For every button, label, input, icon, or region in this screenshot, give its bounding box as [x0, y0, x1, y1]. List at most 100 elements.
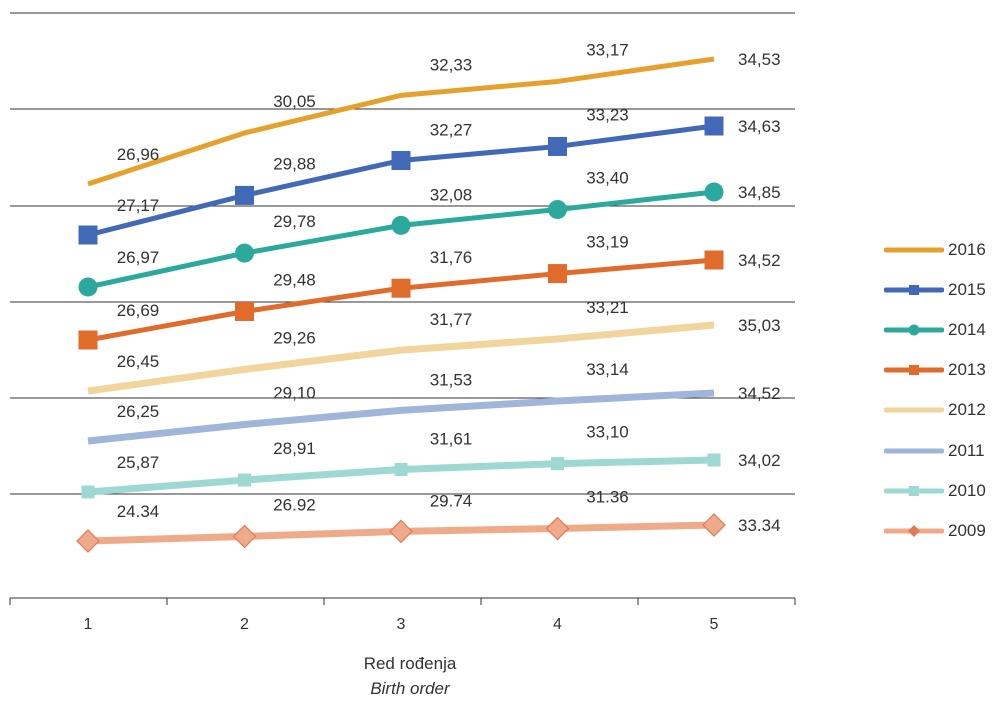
- legend-label: 2011: [948, 440, 985, 460]
- x-axis: 1 2 3 4 5: [9, 597, 796, 633]
- data-label: 32,27: [430, 120, 473, 139]
- legend-item-2014: 2014: [884, 310, 986, 350]
- data-point: [235, 243, 254, 263]
- data-point: [704, 116, 724, 136]
- data-point: [545, 516, 570, 541]
- data-label: 33,40: [586, 168, 629, 187]
- legend-item-2011: 2011: [884, 430, 986, 470]
- data-label: 31,76: [430, 248, 473, 267]
- data-point: [81, 485, 95, 499]
- series-2014: 26,97 29,78 32,08 33,40 34,85: [78, 168, 781, 297]
- data-label: 26,97: [117, 248, 160, 267]
- legend-swatch: [884, 524, 944, 537]
- legend-item-2010: 2010: [884, 471, 986, 511]
- legend-item-2012: 2012: [884, 390, 986, 430]
- data-point: [704, 250, 724, 270]
- data-point: [391, 278, 411, 298]
- data-label: 26.92: [273, 495, 316, 514]
- data-point: [78, 277, 98, 297]
- data-label: 31,61: [430, 429, 473, 448]
- data-label: 32,08: [430, 185, 473, 204]
- data-label: 26,25: [117, 402, 160, 421]
- data-label: 34,52: [738, 384, 781, 403]
- data-label: 31,53: [430, 370, 473, 389]
- data-label: 31,77: [430, 310, 473, 329]
- series-group: 26,96 30,05 32,33 33,17 34,53 27,17 29,88 32,27…: [76, 40, 781, 553]
- legend-label: 2012: [948, 400, 986, 420]
- data-point: [232, 524, 257, 549]
- legend-swatch: [884, 407, 944, 413]
- x-tick-label: 1: [84, 616, 93, 633]
- data-point: [235, 185, 254, 205]
- data-label: 29,10: [273, 383, 316, 402]
- data-label: 33,23: [586, 105, 629, 124]
- data-label: 27,17: [117, 196, 160, 215]
- data-point: [391, 150, 411, 170]
- legend-swatch: [884, 247, 944, 253]
- series-2010: 25,87 28,91 31,61 33,10 34,02: [81, 423, 781, 499]
- series-2009: 24.34 26.92 29.74 31.36 33.34: [76, 488, 781, 553]
- data-point: [548, 136, 567, 156]
- data-point: [235, 301, 254, 321]
- series-2015: 27,17 29,88 32,27 33,23 34,63: [78, 105, 781, 245]
- data-label: 24.34: [117, 502, 160, 521]
- legend-swatch: [884, 485, 944, 496]
- data-point: [391, 215, 411, 235]
- data-label: 26,96: [117, 145, 160, 164]
- data-label: 25,87: [117, 453, 160, 472]
- series-2013: 26,69 29,48 31,76 33,19 34,52: [78, 233, 781, 350]
- data-label: 33,10: [586, 423, 629, 442]
- x-axis-title-english: Birth order: [370, 679, 450, 698]
- legend-label: 2016: [948, 240, 986, 260]
- legend-swatch: [884, 365, 944, 376]
- data-point: [551, 457, 564, 471]
- data-point: [707, 453, 721, 467]
- legend-item-2009: 2009: [884, 511, 986, 551]
- series-2016: 26,96 30,05 32,33 33,17 34,53: [87, 40, 781, 187]
- data-label: 34,85: [738, 183, 781, 202]
- x-tick-label: 2: [240, 616, 249, 633]
- data-label: 34,63: [738, 117, 781, 136]
- data-label: 33,14: [586, 360, 629, 379]
- data-label: 29,48: [273, 270, 316, 289]
- data-label: 28,91: [273, 439, 316, 458]
- x-tick-label: 4: [553, 616, 562, 633]
- data-label: 30,05: [273, 92, 316, 111]
- series-line-2012: [87, 321, 715, 395]
- series-2012: 26,45 29,26 31,77 33,21 35,03: [87, 298, 781, 395]
- data-label: 29,88: [273, 154, 316, 173]
- gridlines: [10, 12, 795, 495]
- x-tick-label: 5: [710, 616, 719, 633]
- series-line-2011: [87, 389, 715, 445]
- data-label: 35,03: [738, 316, 781, 335]
- data-point: [76, 529, 100, 553]
- data-label: 26,69: [117, 301, 160, 320]
- data-label: 29.74: [430, 491, 473, 510]
- data-point: [548, 199, 567, 219]
- legend-swatch: [884, 324, 944, 336]
- data-label: 29,78: [273, 212, 316, 231]
- data-label: 34,02: [738, 451, 781, 470]
- data-point: [548, 264, 567, 284]
- legend: 2016 2015 2014 2013 2012 2011 2010 2009: [884, 230, 986, 551]
- data-label: 29,26: [273, 328, 316, 347]
- data-point: [702, 513, 726, 537]
- legend-item-2015: 2015: [884, 270, 986, 310]
- legend-marker: [909, 485, 919, 496]
- data-label: 33,21: [586, 298, 629, 317]
- data-point: [78, 330, 98, 350]
- legend-label: 2013: [948, 360, 986, 380]
- series-2011: 26,25 29,10 31,53 33,14 34,52: [87, 360, 781, 445]
- legend-label: 2010: [948, 480, 986, 500]
- series-line-2016: [87, 56, 715, 187]
- legend-label: 2009: [948, 520, 986, 540]
- data-point: [394, 462, 408, 476]
- data-point: [389, 519, 413, 544]
- data-label: 31.36: [586, 488, 629, 507]
- x-axis-title: Red rođenja: [363, 654, 457, 673]
- data-point: [78, 225, 98, 245]
- data-label: 33,19: [586, 233, 629, 252]
- data-point: [238, 473, 251, 487]
- x-tick-label: 3: [397, 616, 406, 633]
